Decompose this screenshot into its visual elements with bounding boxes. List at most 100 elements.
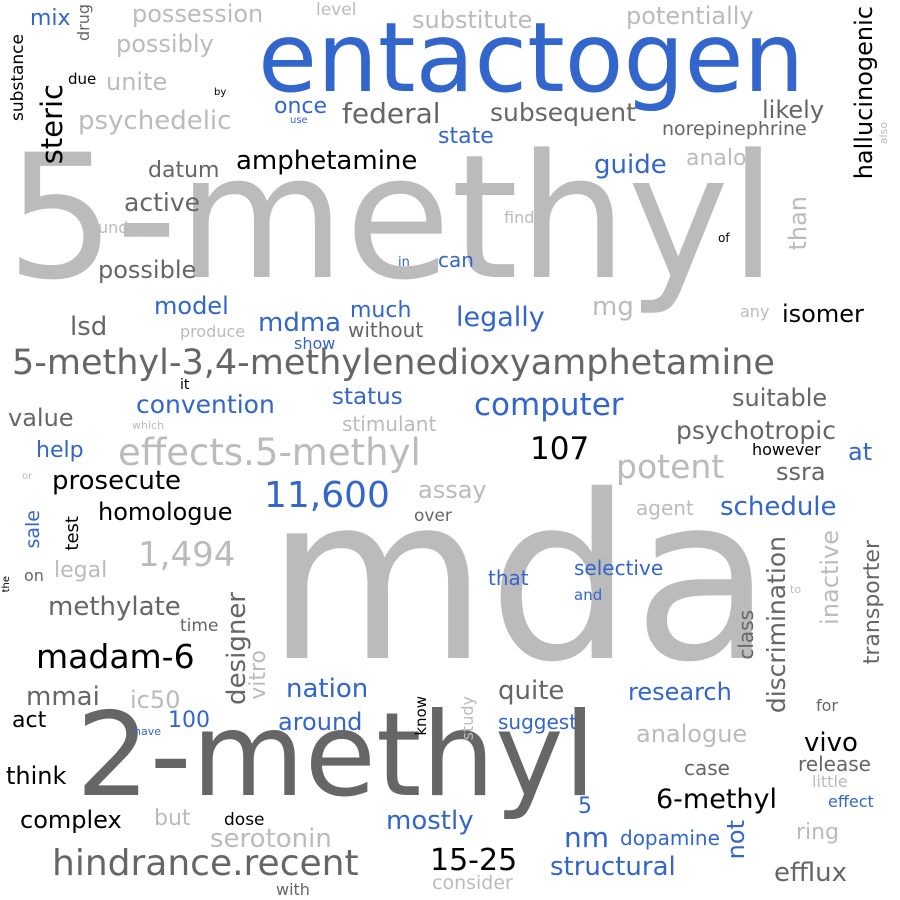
- word-inactive: inactive: [816, 530, 844, 625]
- word-guide: guide: [594, 150, 667, 180]
- word-serotonin: serotonin: [210, 824, 332, 854]
- word-entactogen: entactogen: [258, 2, 805, 114]
- word-around: around: [278, 708, 363, 736]
- word-than: than: [784, 196, 812, 251]
- word-for: for: [816, 696, 838, 715]
- word-1-494: 1,494: [138, 535, 236, 575]
- word-little: little: [812, 772, 848, 791]
- word-likely: likely: [762, 96, 825, 124]
- word-drug: drug: [74, 4, 93, 42]
- word-by: by: [214, 87, 227, 98]
- word-amphetamine: amphetamine: [236, 146, 418, 176]
- word-help: help: [36, 438, 84, 463]
- word-legal: legal: [54, 558, 108, 583]
- word-effect: effect: [828, 792, 874, 811]
- word-but: but: [154, 806, 191, 831]
- word-computer: computer: [474, 387, 624, 423]
- word-analogue: analogue: [636, 720, 748, 748]
- word-possession: possession: [132, 0, 264, 28]
- word-5-methyl: 5-methyl: [6, 117, 777, 318]
- word-homologue: homologue: [98, 498, 233, 526]
- word-sale: sale: [22, 510, 44, 549]
- word-produce: produce: [180, 322, 246, 341]
- word-5-small: 5: [578, 794, 592, 819]
- word-without: without: [348, 318, 424, 342]
- word-possibly: possibly: [116, 30, 214, 58]
- word-know: know: [412, 696, 430, 736]
- word-at: at: [848, 438, 873, 466]
- word-convention: convention: [136, 390, 275, 419]
- word-selective: selective: [574, 556, 664, 580]
- word-discrimination: discrimination: [762, 536, 791, 714]
- word-quite: quite: [498, 676, 565, 706]
- word-class: class: [734, 610, 758, 660]
- word-test: test: [62, 516, 83, 551]
- word-legally: legally: [456, 302, 545, 333]
- word-unite: unite: [106, 68, 168, 96]
- word-hallucinogenic: hallucinogenic: [850, 6, 878, 180]
- word-dopamine: dopamine: [620, 826, 720, 850]
- word-5-methyl-3-4-methylenedioxyamphetamine: 5-methyl-3,4-methylenedioxyamphetamine: [12, 343, 775, 383]
- word-complex: complex: [20, 806, 122, 834]
- word-however: however: [752, 440, 821, 459]
- word-schedule: schedule: [720, 492, 837, 522]
- word-release: release: [798, 752, 871, 776]
- word-research: research: [628, 678, 732, 706]
- word-efflux: efflux: [774, 858, 847, 888]
- word-psychedelic: psychedelic: [78, 106, 232, 136]
- word-2-methyl: 2-methyl: [76, 688, 596, 823]
- word-show: show: [294, 334, 336, 353]
- word-possible: possible: [98, 256, 197, 284]
- word-value: value: [8, 404, 74, 432]
- word-hindrance-recent: hindrance.recent: [52, 843, 359, 884]
- word-in: in: [398, 255, 410, 270]
- word-find: find: [504, 208, 535, 227]
- word-isomer: isomer: [782, 300, 864, 328]
- word-to: to: [790, 583, 802, 596]
- word-effects-5-methyl: effects.5-methyl: [118, 431, 421, 474]
- word-nm: nm: [564, 821, 610, 854]
- word-have: have: [134, 725, 161, 738]
- word-norepinephrine: norepinephrine: [662, 118, 807, 140]
- word-much: much: [350, 298, 412, 323]
- word-vivo: vivo: [804, 728, 858, 758]
- word-think: think: [6, 762, 67, 790]
- word-case: case: [684, 756, 730, 780]
- word-11-600: 11,600: [264, 475, 390, 516]
- word-under: under: [98, 218, 145, 237]
- word-transporter: transporter: [860, 540, 885, 665]
- word-analog: analog: [686, 146, 761, 171]
- word-prosecute: prosecute: [52, 466, 182, 496]
- word-ring: ring: [796, 820, 840, 845]
- word-and: and: [574, 586, 603, 604]
- word-with: with: [276, 880, 310, 899]
- word-model: model: [154, 292, 229, 320]
- word-15-25: 15-25: [430, 843, 518, 878]
- word-over: over: [414, 506, 452, 526]
- word-mmai: mmai: [26, 682, 100, 712]
- word-potent: potent: [616, 447, 725, 486]
- word-use: use: [290, 115, 308, 126]
- word-state: state: [438, 124, 494, 149]
- word-due: due: [68, 70, 97, 88]
- word-study: study: [458, 696, 477, 741]
- word-level: level: [316, 0, 357, 20]
- word-which: which: [132, 419, 165, 432]
- word-vitro: vitro: [246, 650, 271, 700]
- word-that: that: [488, 566, 529, 590]
- word-once: once: [274, 94, 328, 119]
- word-suitable: suitable: [732, 384, 828, 412]
- word-6-methyl: 6-methyl: [656, 784, 778, 815]
- word-or: also: [877, 122, 890, 145]
- word-stimulant: stimulant: [342, 412, 437, 436]
- word-psychotropic: psychotropic: [676, 416, 836, 445]
- word-substitute: substitute: [412, 6, 533, 34]
- word-any: any: [740, 302, 770, 321]
- word-steric: steric: [35, 84, 69, 165]
- word-potentially: potentially: [626, 2, 754, 30]
- word-methylate: methylate: [48, 592, 181, 622]
- word-107: 107: [530, 431, 590, 467]
- word-it: it: [180, 377, 190, 393]
- word-mg: mg: [592, 292, 634, 322]
- word-mix: mix: [30, 6, 71, 31]
